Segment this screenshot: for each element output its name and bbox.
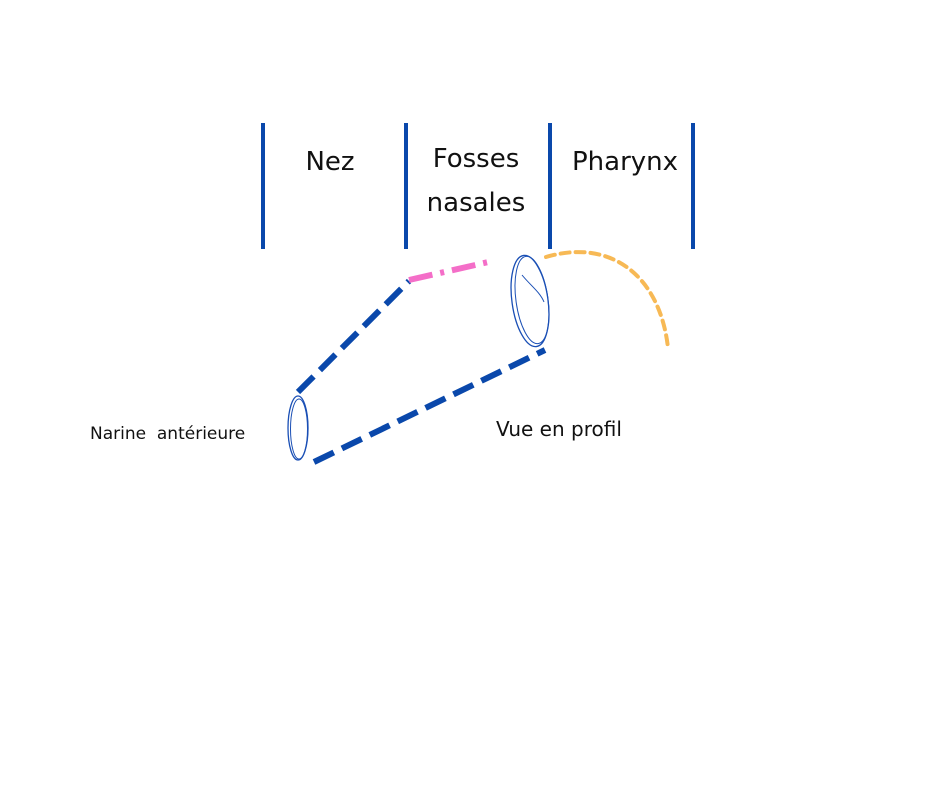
section-label-nez: Nez <box>305 147 354 177</box>
section-label-fosses-line1: Fosses <box>433 144 520 174</box>
section-label-fosses-line2: nasales <box>427 188 526 218</box>
nasal-fossae-dashed-line <box>408 258 494 283</box>
label-vue-en-profil: Vue en profil <box>496 417 622 441</box>
nose-lower-dashed-line <box>312 347 547 465</box>
label-narine-anterieure: Narine antérieure <box>90 424 245 444</box>
section-dividers <box>261 123 695 249</box>
posterior-nostril-ellipse <box>510 254 550 348</box>
pharynx-dashed-curve <box>544 250 670 350</box>
nose-upper-dashed-line <box>295 278 412 395</box>
section-label-pharynx: Pharynx <box>572 147 678 177</box>
anterior-nostril-ellipse <box>287 395 309 461</box>
